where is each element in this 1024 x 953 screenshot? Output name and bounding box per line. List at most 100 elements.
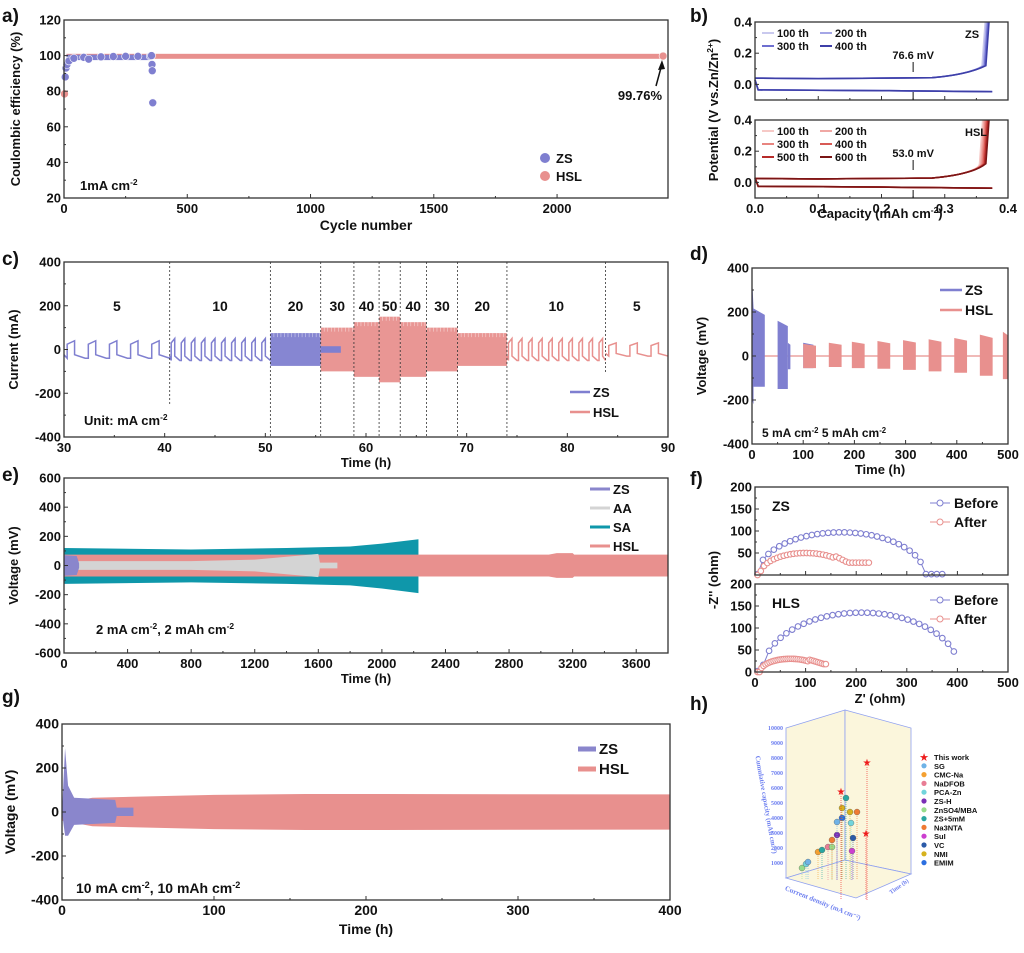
x-tick-label: 100 xyxy=(792,447,814,462)
nyquist-point-before xyxy=(775,542,783,550)
voltage-block-hsl xyxy=(877,341,891,369)
rate-label: 50 xyxy=(382,298,398,314)
x-tick-label: 0 xyxy=(60,656,67,671)
nyquist-point-after xyxy=(757,567,765,575)
legend-marker xyxy=(540,153,550,163)
nyquist-point-before xyxy=(829,611,836,619)
x-tick-label: 200 xyxy=(845,675,867,690)
nyquist-point-before xyxy=(938,634,946,642)
y-tick-label: 200 xyxy=(730,480,752,495)
panel-label: d) xyxy=(690,244,708,265)
x-tick-label: 30 xyxy=(57,440,71,455)
nyquist-point-before xyxy=(841,529,848,536)
x-tick-label: 1000 xyxy=(296,201,325,216)
voltage-block-hsl xyxy=(828,342,842,367)
legend-marker xyxy=(936,518,944,526)
nyquist-point-before xyxy=(933,570,941,578)
y-tick-label: -600 xyxy=(35,646,61,661)
data-point-zs xyxy=(96,52,106,62)
y-tick-label: 120 xyxy=(39,13,61,28)
legend-label: 400 th xyxy=(835,41,867,53)
x-tick-label: 400 xyxy=(946,447,968,462)
data-point-zs xyxy=(109,52,118,61)
x-tick-label: 1500 xyxy=(419,201,448,216)
voltage-envelope-hsl xyxy=(62,793,670,831)
x-tick-label: 300 xyxy=(895,447,917,462)
panel-label: g) xyxy=(2,687,20,708)
nyquist-point-before xyxy=(830,529,837,536)
nyquist-point-before xyxy=(786,537,794,545)
legend-star-icon: ★ xyxy=(919,751,929,764)
nyquist-point-before xyxy=(765,647,773,655)
zs-failure-stub xyxy=(320,346,341,353)
y-tick-label: 5000 xyxy=(771,801,783,807)
x-tick-label: 100 xyxy=(795,675,817,690)
current-block xyxy=(426,327,458,372)
panel-label: a) xyxy=(2,6,19,27)
nyquist-point-before xyxy=(781,540,789,547)
data-point xyxy=(849,834,857,842)
x-tick-label: 70 xyxy=(459,440,473,455)
legend-label: SA xyxy=(613,520,632,535)
legend-label: This work xyxy=(934,753,970,762)
x-tick-label: 0.3 xyxy=(936,201,954,216)
x-tick-label: 500 xyxy=(176,201,198,216)
y-tick-label: 200 xyxy=(36,760,60,776)
x-tick-label: 0 xyxy=(748,447,755,462)
nyquist-point-before xyxy=(884,536,892,544)
nyquist-point-before xyxy=(777,634,784,642)
nyquist-point-before xyxy=(835,610,842,618)
nyquist-point-before xyxy=(846,609,854,617)
legend-label: Before xyxy=(954,592,999,608)
legend-label: HSL xyxy=(599,761,629,778)
legend-marker xyxy=(936,499,944,507)
x-axis-label: Time (h) xyxy=(341,455,391,470)
callout-arrow-line xyxy=(655,63,663,87)
y-tick-label: 400 xyxy=(36,716,60,732)
legend-label: HSL xyxy=(556,169,582,184)
legend-marker xyxy=(921,833,927,839)
y-tick-label: 0 xyxy=(51,804,59,820)
nyquist-point-after xyxy=(822,660,830,668)
y-tick-label: 400 xyxy=(727,261,749,276)
data-point-zs xyxy=(84,54,93,64)
legend-label: ZS+5mM xyxy=(934,815,965,824)
y-tick-label: 200 xyxy=(39,298,61,313)
y-tick-label: -200 xyxy=(35,386,61,401)
nyquist-point-before xyxy=(788,626,796,633)
subplot-title: HLS xyxy=(772,595,800,611)
nyquist-point-before xyxy=(824,529,832,537)
y-tick-label: 0.0 xyxy=(734,175,752,190)
legend-label: 300 th xyxy=(777,139,809,151)
y-tick-label: 0.2 xyxy=(734,46,752,61)
data-point-zs xyxy=(147,51,156,60)
legend-label: SG xyxy=(934,762,945,771)
rate-label: 20 xyxy=(288,298,304,314)
nyquist-point-before xyxy=(862,530,870,538)
x-axis-label-text: Capacity (mAh cm-2) xyxy=(817,205,942,221)
rate-label: 10 xyxy=(212,298,228,314)
legend-label: AA xyxy=(613,501,632,516)
legend-marker xyxy=(921,816,927,822)
rate-label: 30 xyxy=(434,298,450,314)
nyquist-point-before xyxy=(915,620,923,628)
panel-label: h) xyxy=(690,694,708,715)
nyquist-point-before xyxy=(922,570,930,578)
legend-label: 600 th xyxy=(835,152,867,164)
voltage-block-zs xyxy=(752,307,765,387)
y-tick-label: 0 xyxy=(742,349,749,364)
voltage-curve-charge xyxy=(754,119,990,180)
y-tick-label: 200 xyxy=(730,577,752,592)
nyquist-point-before xyxy=(869,609,877,617)
y-tick-label: 150 xyxy=(730,599,752,614)
nyquist-point-before xyxy=(950,648,958,655)
current-block xyxy=(270,333,321,366)
x-tick-label: 3600 xyxy=(622,656,651,671)
series-band-zs-top xyxy=(66,54,151,61)
y-tick-label: 100 xyxy=(39,48,61,63)
nyquist-point-before xyxy=(806,618,813,625)
data-point-zs xyxy=(69,53,79,63)
legend-label: 300 th xyxy=(777,41,809,53)
data-point xyxy=(798,864,806,872)
